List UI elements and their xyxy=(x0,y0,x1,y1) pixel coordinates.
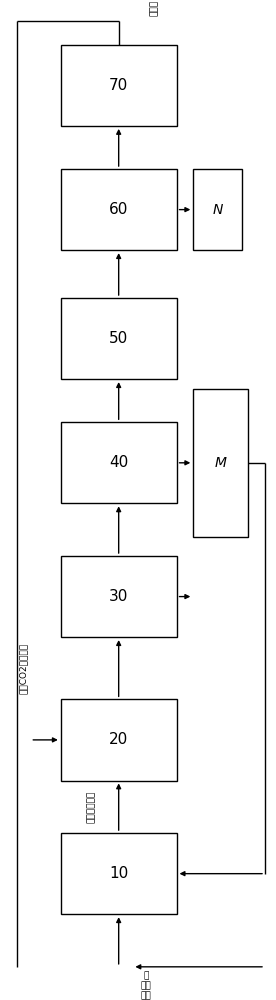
Text: 回收水: 回收水 xyxy=(150,0,159,16)
Bar xyxy=(61,169,177,250)
Bar xyxy=(61,556,177,637)
Bar xyxy=(61,699,177,781)
Bar xyxy=(193,389,248,537)
Text: 水
原料
试剂: 水 原料 试剂 xyxy=(141,972,152,1000)
Bar xyxy=(61,298,177,379)
Text: M: M xyxy=(215,456,227,470)
Text: 40: 40 xyxy=(109,455,128,470)
Bar xyxy=(61,422,177,503)
Text: 30: 30 xyxy=(109,589,128,604)
Text: 10: 10 xyxy=(109,866,128,881)
Text: 70: 70 xyxy=(109,78,128,93)
Text: 连续浆料通入: 连续浆料通入 xyxy=(87,791,95,823)
Text: 20: 20 xyxy=(109,732,128,747)
Text: 60: 60 xyxy=(109,202,128,217)
Bar xyxy=(61,833,177,914)
Bar xyxy=(61,45,177,126)
Text: 50: 50 xyxy=(109,331,128,346)
Text: 连络CO2气体通入: 连络CO2气体通入 xyxy=(19,643,28,694)
Text: N: N xyxy=(212,203,222,217)
Bar xyxy=(193,169,242,250)
